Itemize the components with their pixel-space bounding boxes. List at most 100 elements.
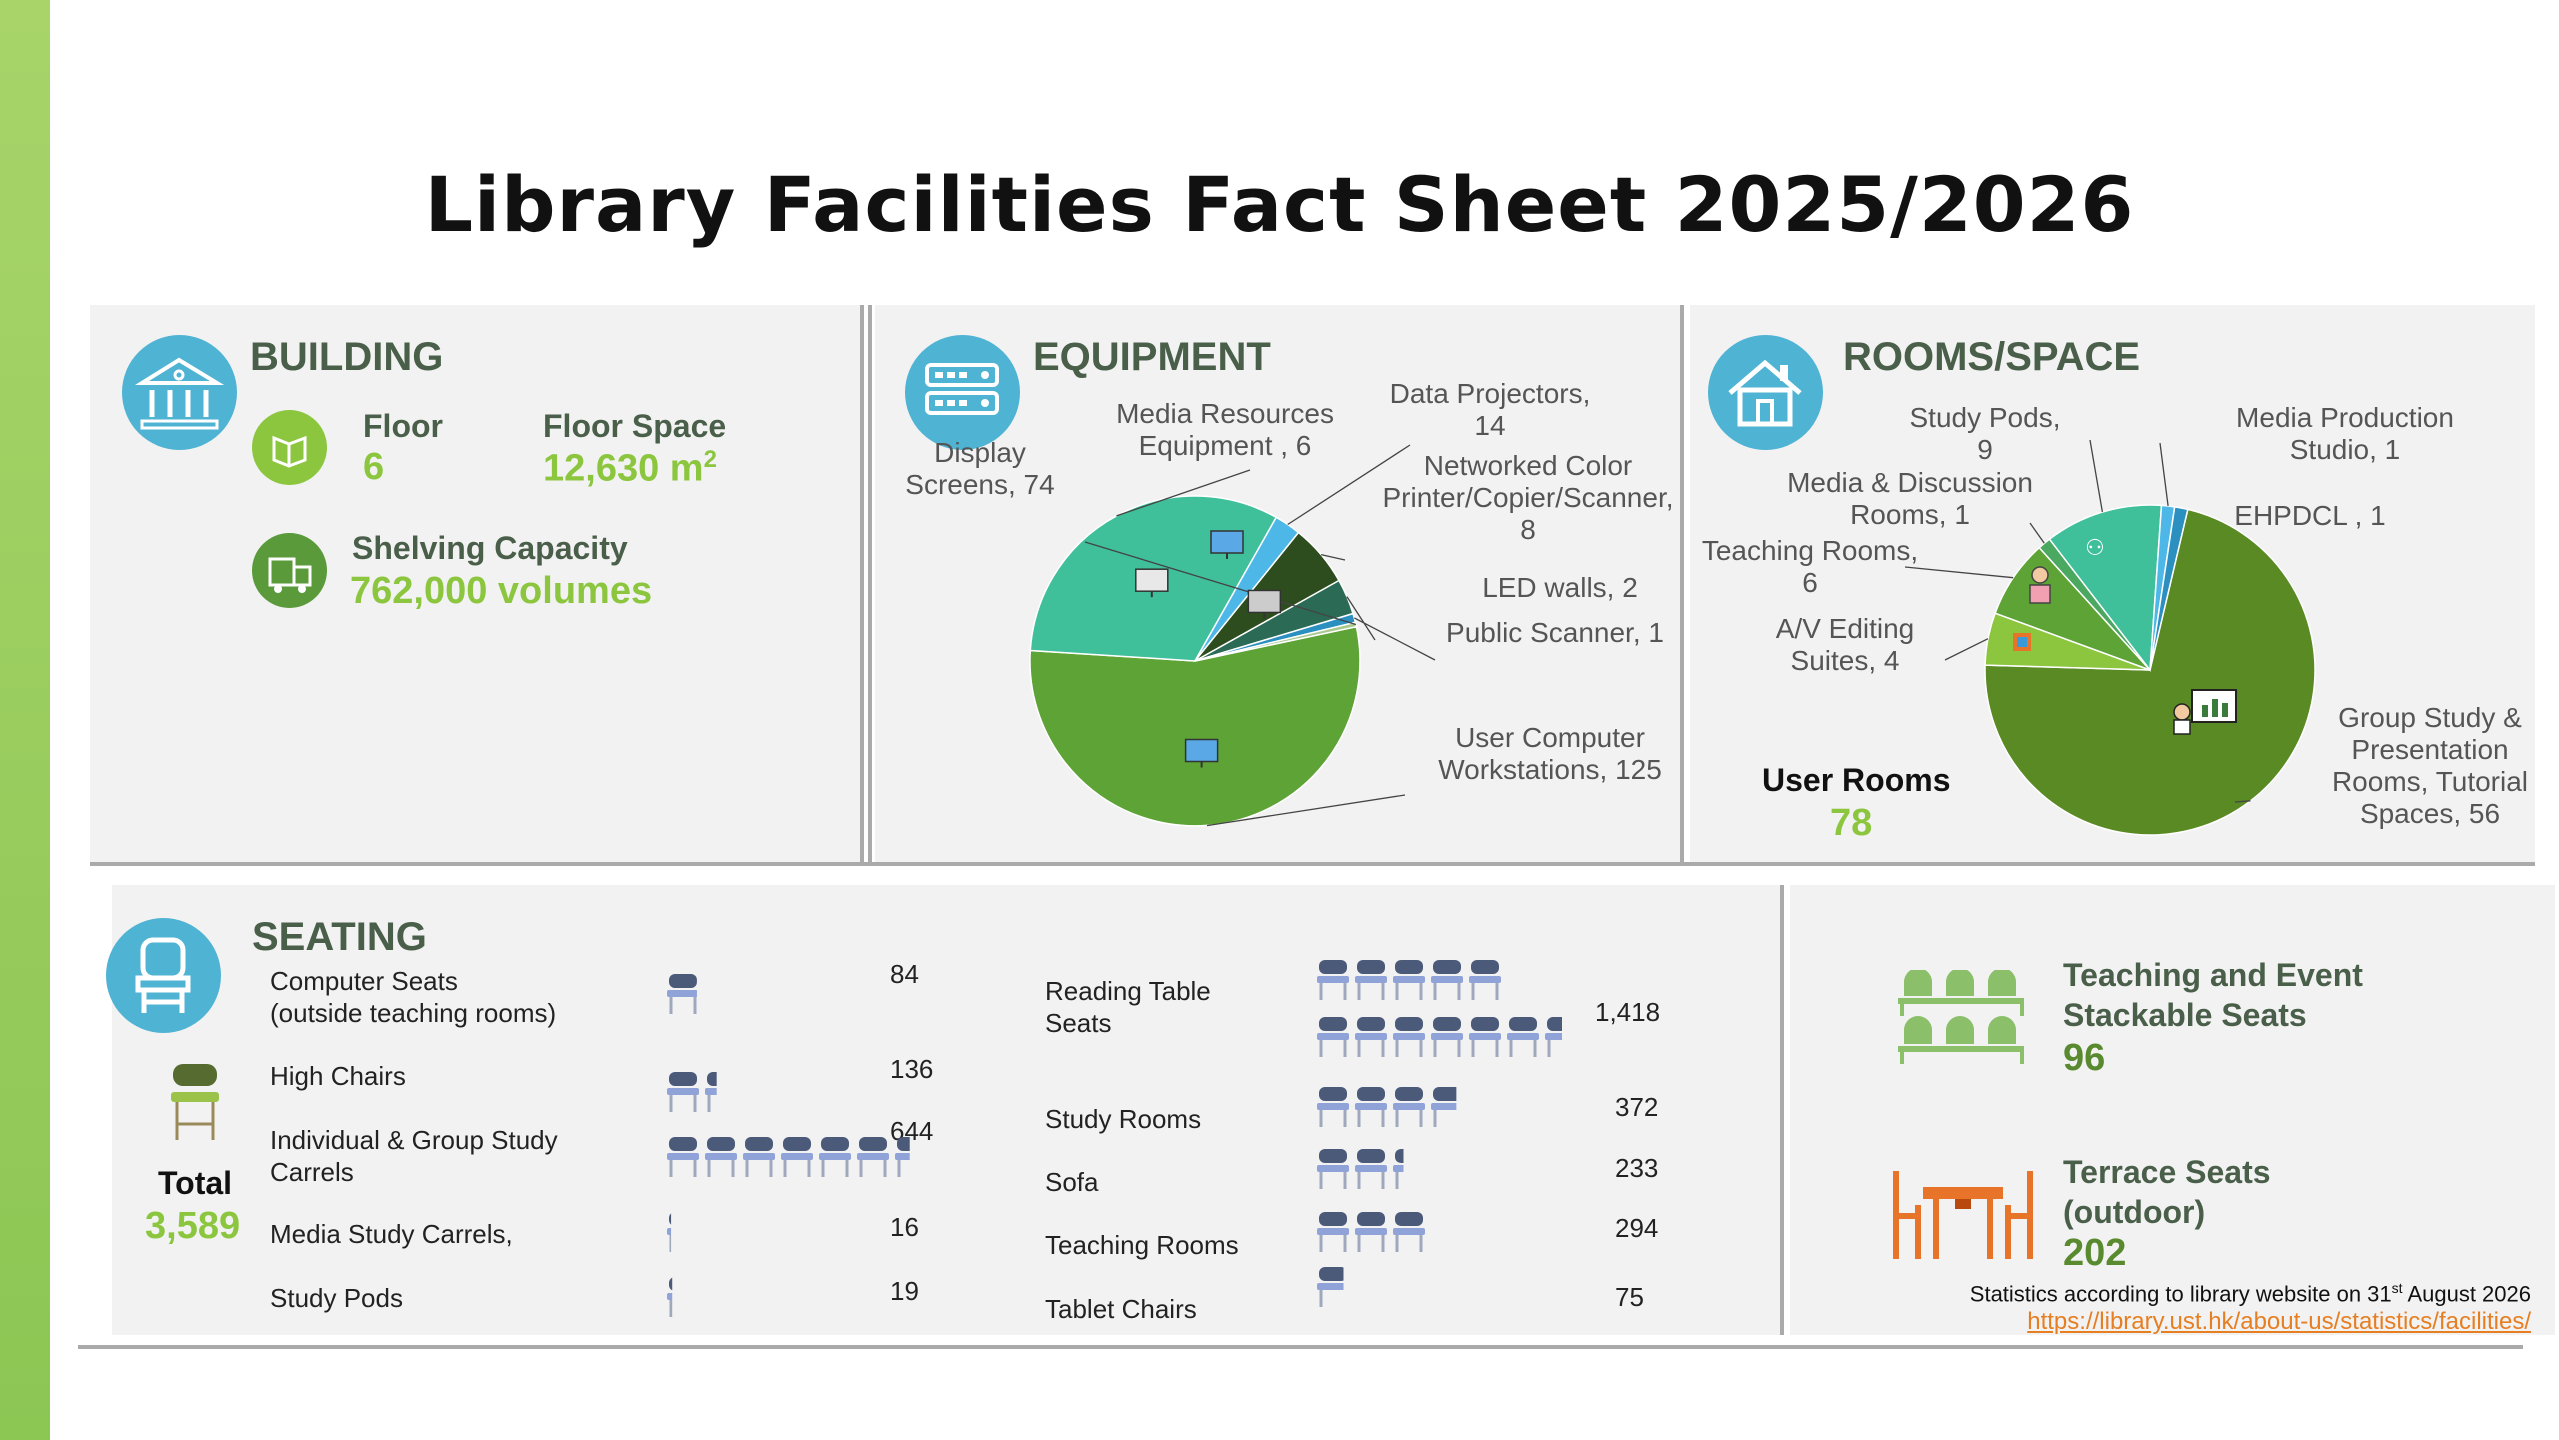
- user-rooms-label: User Rooms: [1762, 762, 1951, 798]
- divider: [1780, 885, 1784, 1335]
- building-heading: BUILDING: [250, 335, 444, 379]
- seating-item-label: High Chairs: [270, 1061, 406, 1091]
- divider: [90, 862, 2535, 866]
- equip-label-media: Media Resources Equipment , 6: [1116, 398, 1334, 461]
- divider: [868, 305, 872, 865]
- seating-item-label: Sofa: [1045, 1167, 1099, 1197]
- leader-line: [1320, 553, 1346, 561]
- terrace-value: 202: [2063, 1232, 2127, 1274]
- leader-line: [2234, 800, 2251, 803]
- chair-pictogram-row: [1315, 1085, 1467, 1134]
- leader-line: [1944, 638, 1989, 661]
- stackable-value: 96: [2063, 1037, 2106, 1079]
- chair-pictogram-row: [665, 972, 703, 1021]
- seating-item-value: 1,418: [1595, 997, 1661, 1027]
- chair-pictogram-row: [1315, 1265, 1353, 1314]
- footnote: Statistics according to library website …: [1969, 1280, 2531, 1307]
- seating-panel: [112, 885, 1782, 1335]
- terrace-table-icon: [1893, 1165, 2033, 1270]
- seating-item-value: 84: [890, 959, 919, 989]
- terrace-label: Terrace Seats (outdoor): [2063, 1154, 2271, 1230]
- svg-text:⚇: ⚇: [2085, 536, 2105, 561]
- building-icon: [122, 335, 237, 450]
- leader-line: [1346, 596, 1376, 641]
- seating-total-label: Total: [158, 1165, 233, 1201]
- seating-item-value: 19: [890, 1276, 919, 1306]
- stackable-label: Teaching and Event Stackable Seats: [2063, 957, 2363, 1033]
- leader-line: [2159, 442, 2169, 507]
- rooms-label-teaching: Teaching Rooms, 6: [1701, 535, 1919, 598]
- equip-label-printer: Networked Color Printer/Copier/Scanner, …: [1382, 450, 1674, 545]
- rooms-heading: ROOMS/SPACE: [1843, 335, 2141, 379]
- equip-label-scanner: Public Scanner, 1: [1446, 617, 1664, 648]
- equip-label-led: LED walls, 2: [1482, 572, 1638, 603]
- user-rooms-value: 78: [1830, 802, 1873, 844]
- chair-pictogram-row: [665, 1275, 703, 1324]
- divider: [860, 305, 864, 865]
- chair-pictogram-row: [665, 1210, 703, 1259]
- leader-line: [2089, 439, 2104, 513]
- seating-item-label: Media Study Carrels,: [270, 1219, 513, 1249]
- chair-icon: [106, 918, 221, 1033]
- book-icon: [252, 410, 327, 485]
- seating-item-value: 644: [890, 1116, 934, 1146]
- seating-item-value: 75: [1615, 1282, 1644, 1312]
- floor-value: 6: [363, 446, 385, 488]
- rooms-label-ehpdcl: EHPDCL , 1: [2234, 500, 2386, 531]
- shelving-value: 762,000 volumes: [350, 570, 653, 612]
- chair-pictogram-row: [1315, 1015, 1581, 1064]
- server-icon: [905, 335, 1020, 450]
- chair-pictogram-row: [1315, 1210, 1429, 1259]
- seating-item-label: Individual & Group Study Carrels: [270, 1125, 558, 1187]
- pie-slice: [1194, 621, 1358, 662]
- high-chair-icon: [165, 1062, 225, 1147]
- rooms-label-group: Group Study & Presentation Rooms, Tutori…: [2331, 702, 2529, 829]
- rooms-label-studio: Media Production Studio, 1: [2236, 402, 2454, 465]
- chair-pictogram-row: [1315, 958, 1505, 1007]
- equip-label-projectors: Data Projectors, 14: [1389, 378, 1591, 441]
- seating-item-label: Teaching Rooms: [1045, 1230, 1239, 1260]
- leader-line: [1287, 444, 1411, 526]
- rooms-label-discussion: Media & Discussion Rooms, 1: [1787, 467, 2033, 530]
- leader-line: [1084, 541, 1357, 626]
- equipment-heading: EQUIPMENT: [1033, 335, 1271, 379]
- seating-item-label: Study Rooms: [1045, 1104, 1202, 1134]
- windows-monitor-icon: [1184, 738, 1219, 768]
- mac-monitor-icon: [1210, 530, 1244, 559]
- seating-item-value: 136: [890, 1054, 934, 1084]
- leader-line: [1904, 566, 2014, 579]
- equip-label-workstations: User Computer Workstations, 125: [1438, 722, 1662, 785]
- pie-slice: [1984, 508, 2316, 836]
- leader-line: [1353, 617, 1436, 661]
- left-accent-bar: [0, 0, 50, 1440]
- presentation-icon: [2173, 689, 2237, 735]
- rooms-label-pods: Study Pods, 9: [1909, 402, 2061, 465]
- equipment-pie-chart: [1029, 444, 1436, 827]
- chair-pictogram-row: [665, 1135, 931, 1184]
- projector-screen-icon: [1135, 568, 1169, 598]
- pie-slice: [2048, 504, 2163, 673]
- floor-space-label: Floor Space: [543, 408, 727, 444]
- seating-item-value: 294: [1615, 1213, 1659, 1243]
- av-editing-icon: [2013, 633, 2031, 651]
- divider: [78, 1345, 2523, 1349]
- statistics-link[interactable]: https://library.ust.hk/about-us/statisti…: [2027, 1308, 2531, 1335]
- leader-line: [1116, 469, 1251, 517]
- leader-line: [1206, 794, 1406, 827]
- seating-total-value: 3,589: [145, 1205, 241, 1247]
- seating-item-label: Tablet Chairs: [1045, 1294, 1197, 1324]
- shelving-label: Shelving Capacity: [352, 530, 628, 566]
- seating-item-value: 16: [890, 1212, 919, 1242]
- stackable-seats-icon: [1898, 968, 2028, 1075]
- pie-slice: [2149, 506, 2189, 671]
- study-pod-icon: ⚇: [2085, 536, 2105, 561]
- page-title: Library Facilities Fact Sheet 2025/2026: [424, 160, 2135, 249]
- seating-item-label: Study Pods: [270, 1283, 403, 1313]
- seating-heading: SEATING: [252, 915, 427, 959]
- house-icon: [1708, 335, 1823, 450]
- floor-space-value: 12,630 m2: [543, 446, 717, 490]
- floor-label: Floor: [363, 408, 443, 444]
- seating-item-value: 233: [1615, 1153, 1659, 1183]
- seating-item-label: Reading Table Seats: [1045, 976, 1211, 1038]
- rooms-pie-chart: ⚇: [1904, 439, 2316, 836]
